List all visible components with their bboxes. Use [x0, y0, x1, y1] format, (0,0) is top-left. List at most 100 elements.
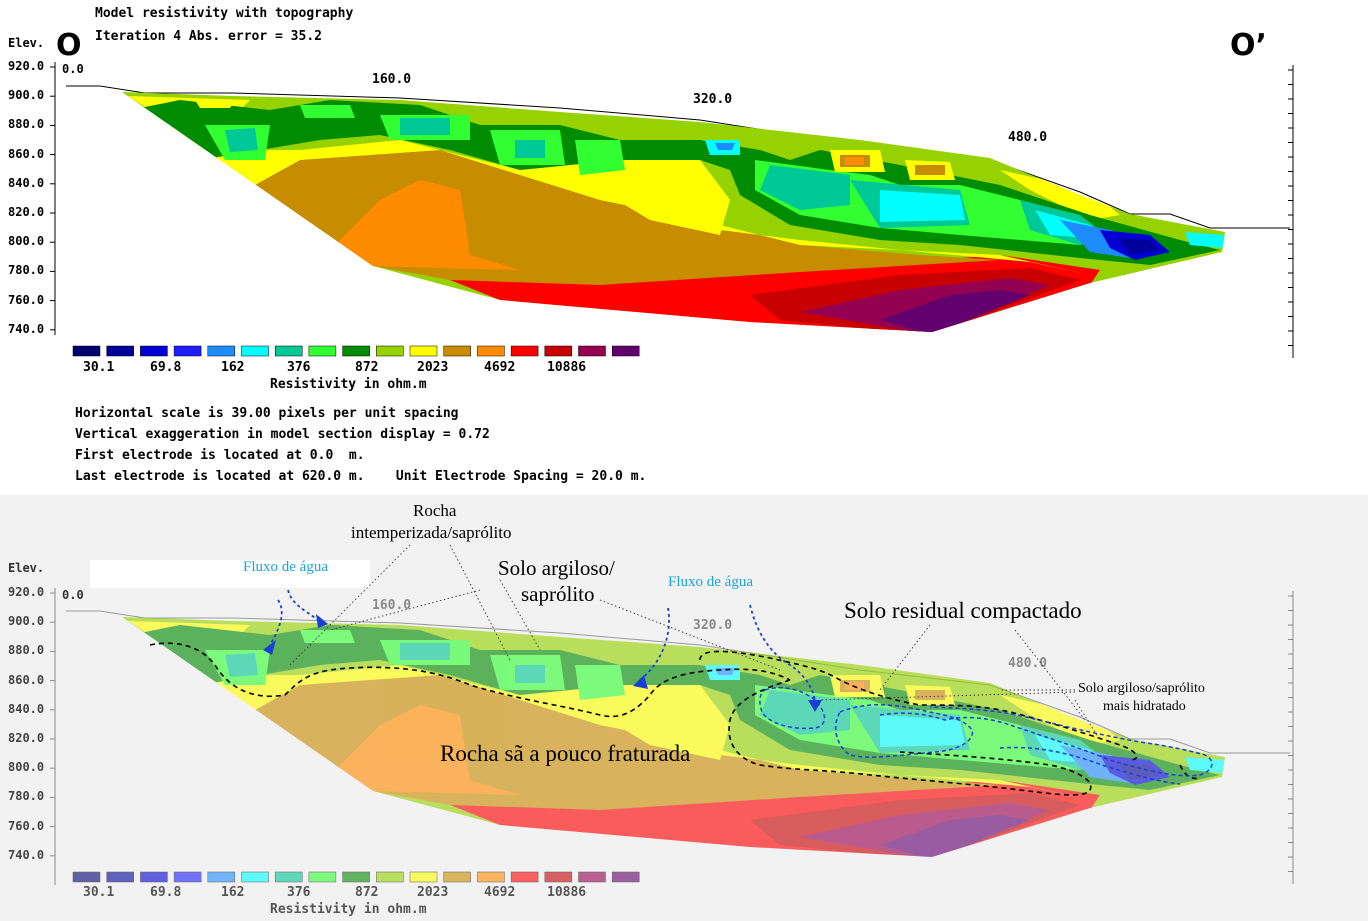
annotation-fluxo-agua: Fluxo de água [243, 559, 328, 575]
upper-legend-value: 69.8 [150, 360, 182, 375]
upper-axes [50, 62, 1294, 358]
lower-y-tick: 840.0 [8, 701, 45, 716]
annotation-fluxo-agua: Fluxo de água [668, 574, 753, 590]
lower-legend-value: 376 [287, 885, 311, 900]
legend-swatch [207, 871, 236, 883]
section-end-label: O’ [1230, 28, 1267, 63]
lower-y-tick: 900.0 [8, 614, 45, 629]
legend-swatch [140, 345, 168, 357]
legend-swatch [173, 345, 202, 357]
legend-swatch [241, 345, 269, 357]
legend-swatch [241, 871, 269, 883]
lower-label-background [90, 560, 370, 588]
lower-y-tick: 860.0 [8, 672, 45, 687]
legend-swatch [106, 871, 134, 883]
legend-swatch [443, 345, 471, 357]
section-start-label: O [56, 28, 82, 63]
legend-swatch [342, 345, 370, 357]
legend-swatch [173, 871, 202, 883]
lower-legend-value: 4692 [484, 885, 516, 900]
lower-legend-value: 162 [221, 885, 245, 900]
lower-x-tick: 480.0 [1008, 656, 1048, 671]
legend-swatch [443, 871, 471, 883]
upper-legend-value: 376 [287, 360, 311, 375]
upper-x-tick: 480.0 [1008, 130, 1048, 145]
lower-legend-title: Resistivity in ohm.m [270, 902, 427, 917]
upper-y-tick: 780.0 [8, 263, 45, 278]
legend-swatch [611, 345, 640, 357]
annotation-solo-argiloso: Solo argiloso/ [498, 556, 615, 580]
lower-legend [72, 871, 640, 883]
info-line: Last electrode is located at 620.0 m. Un… [75, 469, 647, 484]
legend-swatch [308, 871, 337, 883]
legend-swatch [409, 871, 438, 883]
legend-swatch [376, 345, 404, 357]
legend-swatch [477, 345, 505, 357]
lower-y-tick: 740.0 [8, 847, 45, 862]
lower-legend-value: 10886 [547, 885, 587, 900]
annotation-rocha-intemperizada: intemperizada/saprólito [351, 523, 512, 542]
annotation-solo-hidratado: mais hidratado [1103, 699, 1186, 714]
lower-legend-value: 872 [355, 885, 379, 900]
legend-swatch [510, 345, 539, 357]
upper-iteration: Iteration 4 Abs. error = 35.2 [95, 29, 322, 44]
upper-legend-value: 4692 [484, 360, 516, 375]
lower-y-tick: 800.0 [8, 760, 45, 775]
lower-x-tick: 160.0 [372, 598, 412, 613]
annotation-solo-argiloso: saprólito [521, 582, 595, 606]
lower-x-tick: 320.0 [693, 618, 733, 633]
legend-swatch [72, 871, 101, 883]
info-line: Vertical exaggeration in model section d… [75, 427, 490, 442]
upper-y-tick: 860.0 [8, 146, 45, 161]
annotation-rocha-sa: Rocha sã a pouco fraturada [440, 741, 691, 766]
upper-y-tick: 820.0 [8, 205, 45, 219]
lower-legend-value: 69.8 [150, 885, 182, 900]
legend-swatch [477, 871, 505, 883]
legend-swatch [207, 345, 236, 357]
legend-swatch [274, 871, 303, 883]
upper-y-tick: 880.0 [8, 117, 45, 132]
lower-y-tick: 760.0 [8, 818, 45, 833]
legend-swatch [409, 345, 438, 357]
lower-y-tick: 780.0 [8, 789, 45, 804]
boundary-dashed-blue [759, 687, 1213, 785]
upper-y-tick: 840.0 [8, 175, 45, 190]
upper-y-tick: 740.0 [8, 321, 45, 336]
upper-resistivity-section [122, 92, 1225, 332]
upper-x-tick: 320.0 [693, 92, 733, 107]
legend-swatch [308, 345, 337, 357]
upper-y-tick: 900.0 [8, 88, 45, 103]
annotation-solo-residual: Solo residual compactado [844, 598, 1082, 623]
leader-lines [289, 544, 1101, 741]
annotation-solo-hidratado: Solo argiloso/saprólito [1078, 681, 1205, 696]
upper-x-tick: 160.0 [372, 72, 412, 87]
upper-legend [72, 345, 640, 357]
upper-legend-value: 30.1 [83, 360, 115, 375]
lower-legend-value: 2023 [417, 885, 449, 900]
legend-swatch [611, 871, 640, 883]
water-flow-arrows [269, 589, 816, 706]
annotation-rocha-intemperizada: Rocha [413, 501, 457, 520]
info-line: Horizontal scale is 39.00 pixels per uni… [75, 406, 459, 421]
info-line: First electrode is located at 0.0 m. [75, 448, 365, 463]
legend-swatch [140, 871, 168, 883]
lower-y-tick: 920.0 [8, 585, 45, 599]
lower-axes [50, 588, 1294, 885]
legend-swatch [106, 345, 134, 357]
upper-legend-value: 2023 [417, 360, 449, 375]
upper-y-tick: 800.0 [8, 234, 45, 249]
lower-y-tick: 820.0 [8, 731, 45, 745]
upper-y-tick: 920.0 [8, 59, 45, 73]
lower-y-tick: 880.0 [8, 643, 45, 658]
legend-swatch [342, 871, 370, 883]
legend-swatch [274, 345, 303, 357]
legend-swatch [510, 871, 539, 883]
lower-legend-value: 30.1 [83, 885, 115, 900]
upper-legend-value: 872 [355, 360, 379, 375]
legend-swatch [544, 871, 573, 883]
upper-title: Model resistivity with topography [95, 6, 354, 21]
upper-y-tick: 760.0 [8, 292, 45, 307]
legend-swatch [578, 345, 606, 357]
water-flow-arrowheads [263, 614, 822, 712]
